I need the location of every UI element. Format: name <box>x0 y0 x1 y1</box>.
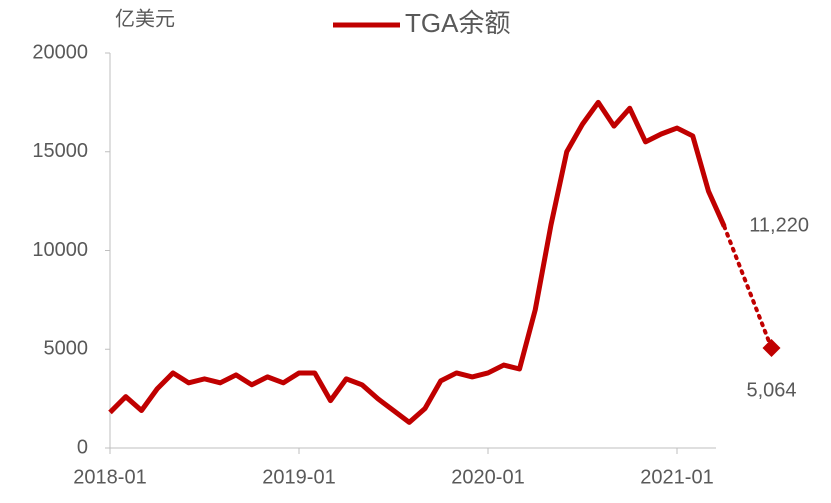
forecast-line <box>722 224 774 350</box>
x-tick-label: 2018-01 <box>73 466 146 488</box>
forecast-marker <box>762 338 781 357</box>
y-unit: 亿美元 <box>115 7 175 30</box>
data-label: 11,220 <box>749 215 809 237</box>
x-tick-label: 2020-01 <box>451 466 524 488</box>
y-tick-label: 20000 <box>32 41 88 63</box>
legend-label: TGA余额 <box>405 8 510 38</box>
data-label: 5,064 <box>746 379 796 401</box>
x-tick-label: 2021-01 <box>640 466 713 488</box>
y-tick-label: 5000 <box>44 338 89 360</box>
x-tick-label: 2019-01 <box>262 466 335 488</box>
series-line <box>108 99 727 425</box>
y-tick-label: 15000 <box>32 140 88 162</box>
y-tick-label: 0 <box>77 436 88 458</box>
y-tick-label: 10000 <box>32 239 88 261</box>
